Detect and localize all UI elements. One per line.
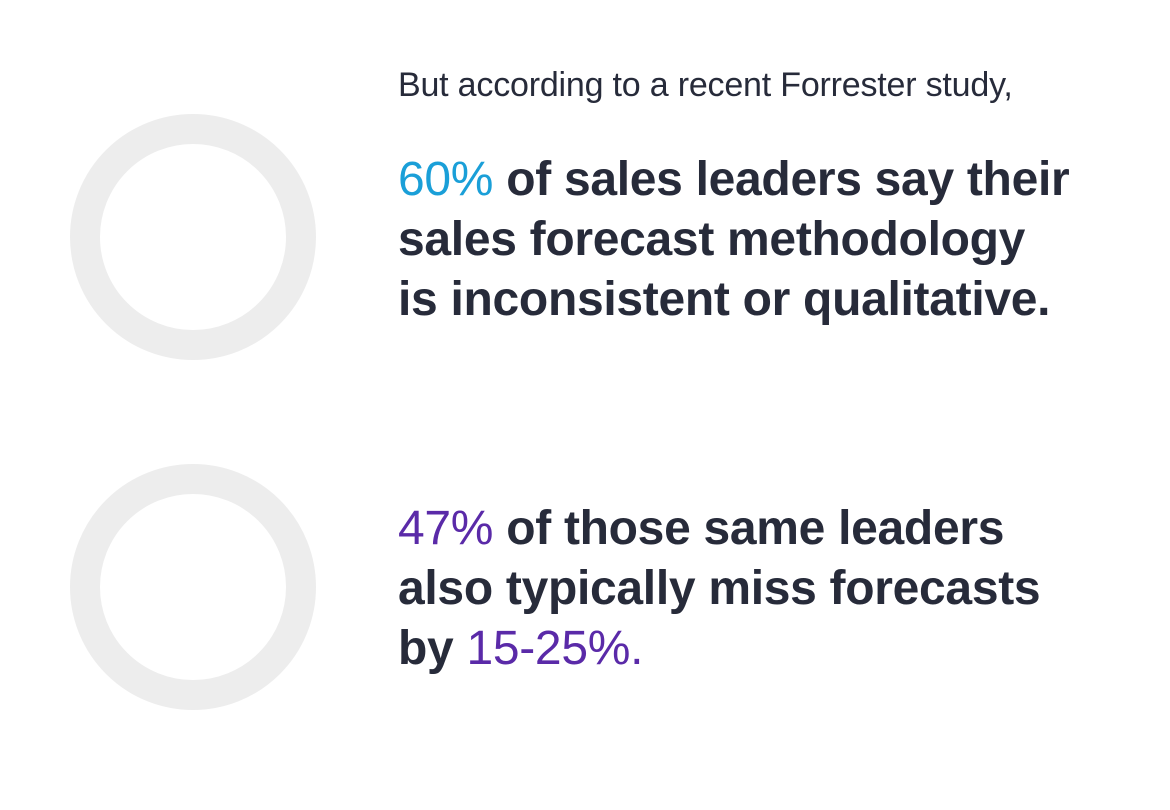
- stat-2-line-3: by 15-25%.: [398, 619, 1040, 679]
- stat-2-ring: [68, 462, 318, 712]
- stat-1-highlight: 60%: [398, 153, 494, 206]
- stat-2-line-1: 47% of those same leaders: [398, 499, 1040, 559]
- stat-1-ring: [68, 112, 318, 362]
- stat-2-line-3-prefix: by: [398, 622, 467, 675]
- stat-1-line-2: sales forecast methodology: [398, 213, 1026, 266]
- stat-2-highlight: 47%: [398, 502, 494, 555]
- stat-2-text: 47% of those same leaders also typically…: [398, 499, 1041, 679]
- stat-1-line-1: 60% of sales leaders say their: [398, 150, 1070, 210]
- stat-2-line-2: also typically miss forecasts: [398, 562, 1041, 615]
- stat-2-line-1-rest: of those same leaders: [493, 502, 1005, 555]
- stat-2-range-highlight: 15-25%.: [466, 622, 644, 675]
- stat-1-line-1-rest: of sales leaders say their: [493, 153, 1070, 206]
- stat-1-text: 60% of sales leaders say their sales for…: [398, 150, 1070, 330]
- stat-1-line-3: is inconsistent or qualitative.: [398, 273, 1051, 326]
- intro-text: But according to a recent Forrester stud…: [398, 66, 1013, 104]
